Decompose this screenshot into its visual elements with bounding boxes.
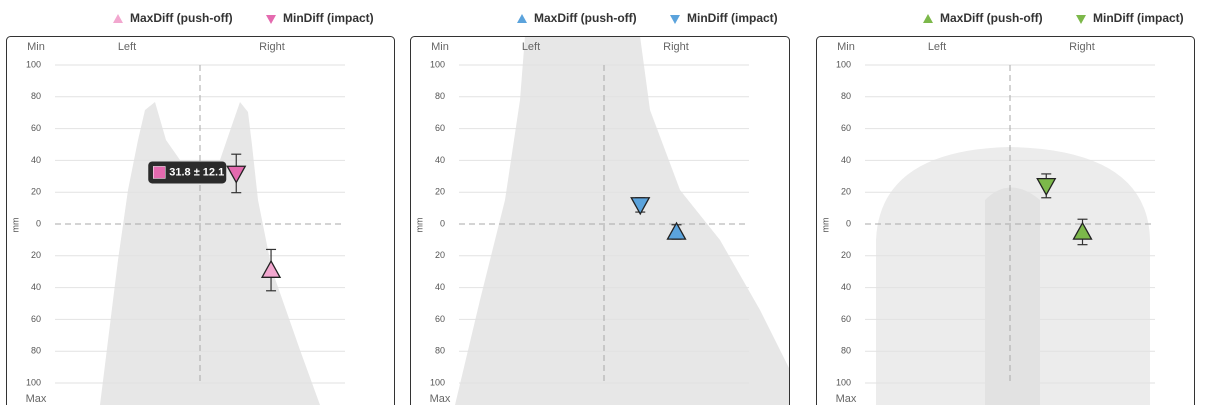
- y-tick-label: 60: [31, 314, 41, 324]
- point-marker: [630, 197, 651, 216]
- y-tick-label: 40: [841, 282, 851, 292]
- y-tick-label: 40: [435, 155, 445, 165]
- legend-marker: [923, 14, 933, 23]
- y-tick-label: 40: [31, 282, 41, 292]
- y-min-label: Min: [837, 41, 855, 53]
- y-tick-label: 20: [841, 250, 851, 260]
- point-marker: [226, 165, 247, 184]
- point-marker: [1036, 177, 1057, 197]
- y-tick-label: 40: [435, 282, 445, 292]
- y-tick-label: 80: [435, 91, 445, 101]
- legend-marker: [1076, 15, 1086, 24]
- legend-label: MinDiff (impact): [1093, 11, 1184, 25]
- x-side-label: Left: [522, 41, 540, 53]
- legend-label: MinDiff (impact): [283, 11, 374, 25]
- tooltip-text: 31.8 ± 12.1: [169, 166, 224, 178]
- panel-border: [6, 36, 395, 405]
- x-side-label: Right: [663, 41, 689, 53]
- y-tick-label: 0: [36, 218, 41, 228]
- y-max-label: Max: [430, 393, 451, 405]
- y-tick-label: 100: [430, 377, 445, 387]
- y-tick-label: 0: [846, 218, 851, 228]
- point-marker: [1072, 221, 1093, 240]
- y-tick-label: 80: [841, 91, 851, 101]
- y-tick-label: 100: [836, 59, 851, 69]
- y-tick-label: 100: [26, 377, 41, 387]
- y-tick-label: 80: [435, 346, 445, 356]
- legend-label: MaxDiff (push-off): [534, 11, 637, 25]
- y-tick-label: 40: [31, 155, 41, 165]
- tooltip-box: [148, 161, 227, 184]
- y-min-label: Min: [431, 41, 449, 53]
- horse-neck-image: [455, 36, 790, 405]
- y-tick-label: 80: [31, 346, 41, 356]
- x-side-label: Left: [928, 41, 946, 53]
- tooltip-swatch: [153, 166, 166, 179]
- horse-rump-image: [876, 147, 1150, 405]
- y-tick-label: 60: [31, 123, 41, 133]
- legend-label: MinDiff (impact): [687, 11, 778, 25]
- panel-border: [410, 36, 790, 405]
- legend-label: MaxDiff (push-off): [940, 11, 1043, 25]
- y-tick-label: 100: [430, 59, 445, 69]
- y-max-label: Max: [836, 393, 857, 405]
- y-tick-label: 0: [440, 218, 445, 228]
- x-side-label: Left: [118, 41, 136, 53]
- y-axis-title: mm: [10, 218, 20, 233]
- y-tick-label: 60: [435, 123, 445, 133]
- panel-border: [816, 36, 1195, 405]
- legend-marker: [266, 15, 276, 24]
- y-tick-label: 20: [841, 187, 851, 197]
- x-side-label: Right: [259, 41, 285, 53]
- legend-marker: [113, 14, 123, 23]
- y-tick-label: 20: [31, 187, 41, 197]
- y-tick-label: 60: [435, 314, 445, 324]
- horse-head-image: [100, 102, 320, 405]
- y-tick-label: 80: [31, 91, 41, 101]
- y-max-label: Max: [26, 393, 47, 405]
- y-axis-title: mm: [414, 218, 424, 233]
- legend-marker: [670, 15, 680, 24]
- y-tick-label: 100: [836, 377, 851, 387]
- y-min-label: Min: [27, 41, 45, 53]
- legend-label: MaxDiff (push-off): [130, 11, 233, 25]
- point-marker: [260, 259, 282, 278]
- point-marker: [666, 221, 687, 240]
- y-tick-label: 60: [841, 314, 851, 324]
- x-side-label: Right: [1069, 41, 1095, 53]
- y-tick-label: 80: [841, 346, 851, 356]
- y-tick-label: 100: [26, 59, 41, 69]
- y-tick-label: 40: [841, 155, 851, 165]
- y-tick-label: 20: [435, 250, 445, 260]
- legend-marker: [517, 14, 527, 23]
- y-tick-label: 20: [435, 187, 445, 197]
- y-tick-label: 60: [841, 123, 851, 133]
- y-tick-label: 20: [31, 250, 41, 260]
- y-axis-title: mm: [820, 218, 830, 233]
